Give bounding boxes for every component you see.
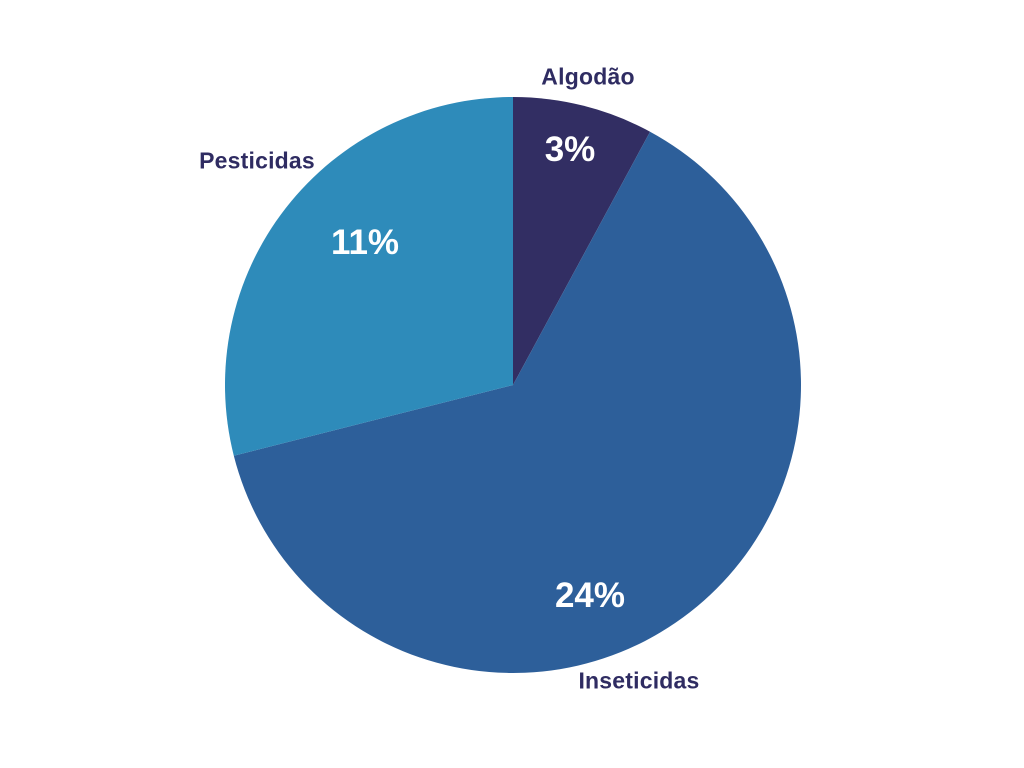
slice-pct-algodao: 3% (544, 130, 596, 169)
slice-label-inseticidas: Inseticidas (578, 667, 700, 694)
slice-label-algodao: Algodão (541, 63, 635, 90)
pie-slice-pesticidas (224, 97, 513, 456)
slice-label-pesticidas: Pesticidas (199, 147, 315, 174)
slice-pct-inseticidas: 24% (554, 576, 626, 615)
pie-slices (224, 97, 801, 673)
pie-slice-algodao (513, 97, 651, 385)
slice-pct-pesticidas: 11% (330, 223, 400, 262)
pie-slice-inseticidas (233, 131, 801, 673)
